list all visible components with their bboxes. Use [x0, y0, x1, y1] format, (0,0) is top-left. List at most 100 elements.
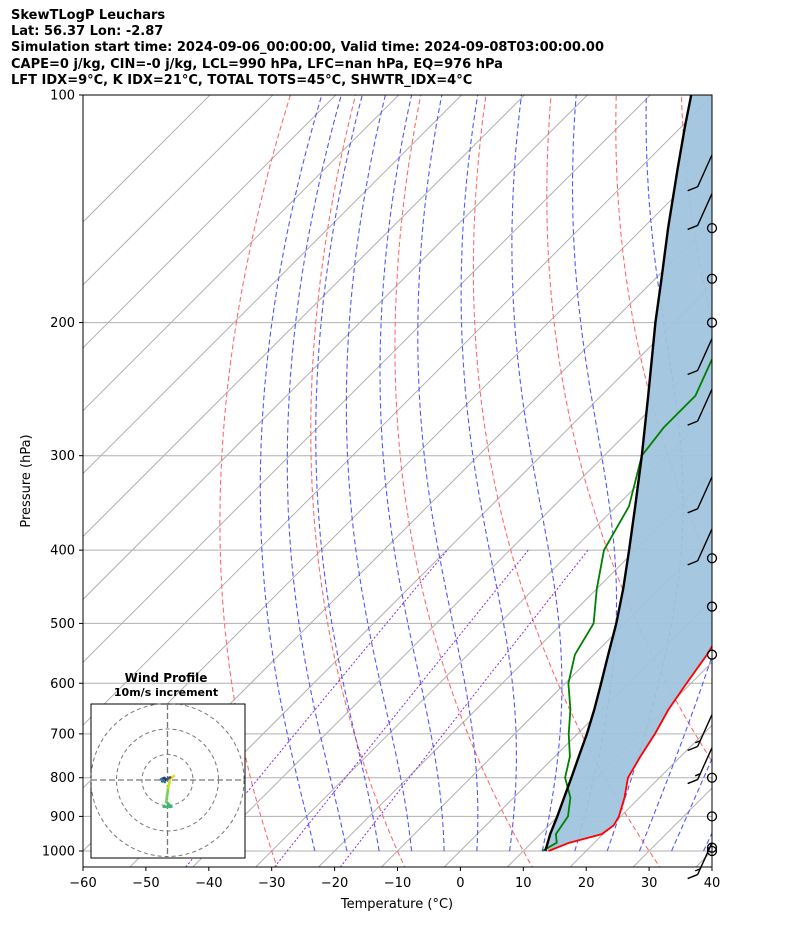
dry-adiabat — [472, 95, 661, 867]
dry-adiabat — [310, 95, 406, 867]
x-tick-label: 0 — [456, 876, 464, 891]
y-axis-label: Pressure (hPa) — [19, 434, 34, 527]
y-tick-label: 500 — [50, 617, 75, 632]
hodograph-title: Wind Profile — [125, 671, 208, 685]
moist-adiabat — [511, 95, 563, 852]
indices-line-1: CAPE=0 j/kg, CIN=-0 j/kg, LCL=990 hPa, L… — [11, 56, 503, 72]
barb-flag — [694, 740, 701, 744]
wind-barb — [687, 528, 713, 566]
dry-adiabat — [219, 95, 291, 867]
mixing-ratio-line — [339, 549, 589, 867]
isotherm — [380, 535, 712, 867]
profiles — [541, 95, 712, 852]
barb-flag — [687, 369, 698, 376]
hodograph-segment — [159, 777, 167, 784]
wind-barb-calm — [706, 553, 718, 564]
barb-shaft — [696, 388, 713, 422]
isotherm — [192, 347, 712, 867]
dewpoint-line — [541, 357, 712, 852]
y-tick-label: 300 — [50, 449, 75, 464]
isotherm — [83, 95, 274, 286]
moist-adiabat — [417, 95, 479, 851]
chart-title: SkewTLogP Leuchars — [11, 8, 166, 23]
barb-flag — [694, 868, 701, 872]
dry-adiabat — [745, 78, 794, 870]
barb-shaft — [696, 476, 713, 510]
isotherm — [83, 95, 526, 538]
isotherm — [83, 95, 211, 223]
wind-barb — [687, 842, 713, 880]
parcel-shading — [545, 95, 712, 851]
isotherm — [744, 78, 794, 882]
chart-header: SkewTLogP Leuchars Lat: 56.37 Lon: -2.87… — [11, 8, 786, 89]
wind-barb-calm — [706, 811, 718, 822]
location-line: Lat: 56.37 Lon: -2.87 — [11, 24, 164, 40]
barb-flag — [687, 873, 698, 880]
barb-shaft — [696, 714, 713, 747]
y-tick-label: 100 — [50, 89, 75, 104]
wind-barb — [687, 338, 713, 376]
wind-barb — [687, 388, 713, 426]
x-tick-label: −40 — [195, 876, 222, 891]
barb-shaft — [696, 154, 713, 188]
temperature-line — [548, 644, 712, 852]
barb-shaft — [696, 193, 713, 226]
x-tick-label: 30 — [641, 876, 658, 891]
isotherm — [83, 95, 400, 412]
parcel-line — [544, 95, 693, 852]
barb-flag — [687, 745, 698, 752]
moist-adiabat — [259, 95, 323, 852]
mixing-ratio-line — [274, 549, 529, 867]
isotherm — [83, 95, 337, 349]
barb-flag — [687, 508, 698, 514]
moist-adiabat — [379, 95, 445, 851]
moist-adiabat — [671, 757, 712, 852]
x-tick-label: −50 — [132, 876, 159, 891]
wind-barbs — [687, 154, 718, 880]
barb-flag — [687, 224, 698, 231]
wind-barb — [687, 154, 713, 192]
moist-adiabat — [286, 95, 348, 852]
isotherm — [129, 284, 712, 867]
y-tick-label: 700 — [50, 727, 75, 742]
y-tick-label: 200 — [50, 316, 75, 331]
hodograph-segment — [166, 777, 172, 789]
wind-barb-calm — [706, 317, 718, 328]
mixing-ratio-line — [185, 549, 448, 867]
barb-flag — [687, 778, 698, 785]
simulation-line: Simulation start time: 2024-09-06_00:00:… — [11, 40, 604, 56]
y-tick-label: 1000 — [42, 844, 75, 859]
x-tick-label: 10 — [515, 876, 532, 891]
wind-barb — [687, 714, 713, 752]
y-tick-label: 800 — [50, 771, 75, 786]
moist-adiabat — [315, 95, 380, 852]
wind-barb-calm — [706, 649, 718, 660]
barb-shaft — [696, 528, 713, 562]
barb-flag — [687, 186, 698, 192]
x-tick-label: −10 — [384, 876, 411, 891]
wind-barb-calm — [706, 601, 718, 612]
wind-barb-calm — [706, 772, 718, 783]
wind-barb-calm — [706, 273, 718, 284]
isotherm — [317, 472, 712, 867]
wind-barb-calm — [706, 222, 718, 234]
wind-barb — [687, 476, 713, 514]
x-tick-label: −30 — [258, 876, 285, 891]
moist-adiabat — [703, 831, 712, 852]
hodograph-subtitle: 10m/s increment — [114, 686, 218, 699]
moist-adiabat — [638, 654, 712, 852]
y-tick-label: 600 — [50, 677, 75, 692]
wind-barb — [687, 193, 713, 231]
barb-flag — [687, 560, 698, 566]
isotherm — [83, 95, 463, 475]
barb-shaft — [696, 338, 713, 371]
y-tick-label: 400 — [50, 544, 75, 559]
moist-adiabat — [345, 95, 413, 852]
isotherm — [83, 95, 589, 601]
dry-adiabat — [394, 95, 533, 867]
x-tick-label: −60 — [69, 876, 96, 891]
isotherm — [569, 724, 712, 867]
